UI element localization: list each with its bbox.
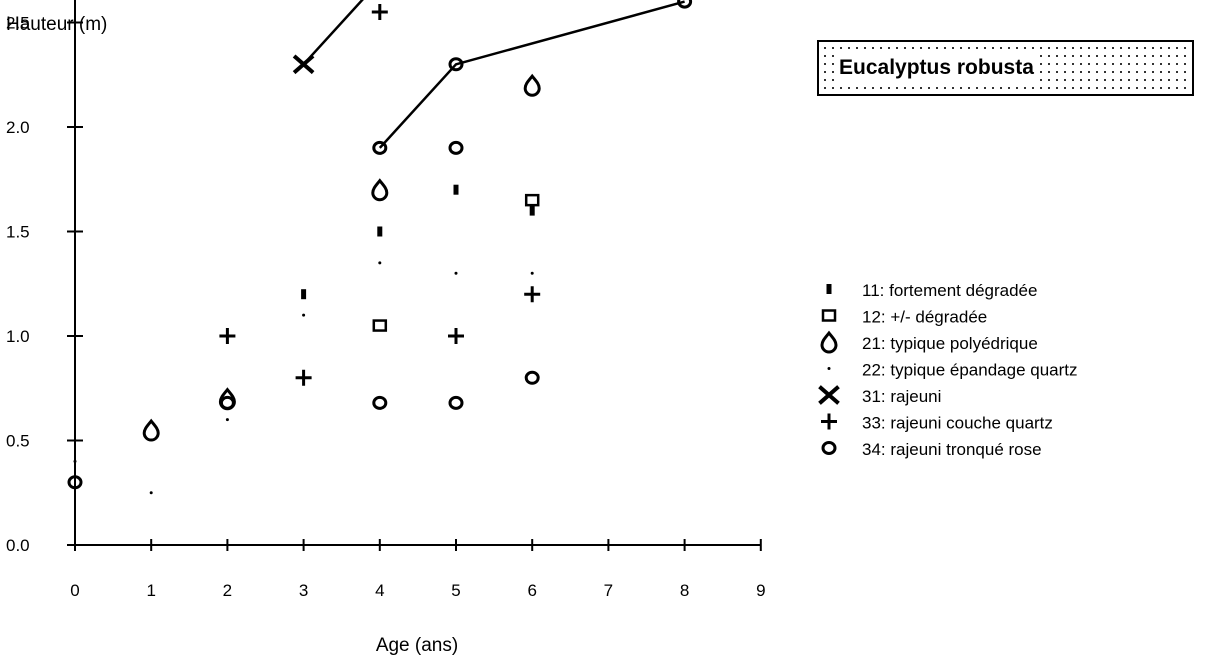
data-point-series-7 [677, 0, 693, 9]
data-point-series-6 [295, 369, 312, 386]
x-tick-label: 0 [70, 581, 79, 600]
legend-marker [820, 330, 838, 354]
data-points [67, 0, 693, 495]
data-point-series-7 [448, 57, 464, 72]
legend-label: 34: rajeuni tronqué rose [862, 440, 1042, 459]
data-point-series-7 [524, 370, 540, 385]
data-point-series-1 [377, 226, 383, 237]
x-tick-label: 9 [756, 581, 765, 600]
data-point-series-1 [529, 205, 535, 216]
legend-marker [821, 413, 837, 430]
data-point-series-4 [454, 271, 458, 275]
y-tick-label: 2.5 [6, 14, 30, 33]
data-point-series-6 [371, 4, 388, 21]
data-point-series-7 [448, 395, 464, 410]
data-point-series-3 [371, 178, 389, 202]
y-tick-label: 0.0 [6, 536, 30, 555]
chart-title: Eucalyptus robusta [836, 55, 1037, 81]
series-line [302, 0, 364, 66]
series-lines [302, 0, 685, 149]
y-tick-label: 1.0 [6, 327, 30, 346]
data-point-series-6 [524, 286, 541, 303]
data-point-series-7 [219, 395, 235, 410]
legend-label: 11: fortement dégradée [862, 281, 1037, 300]
data-point-series-4 [530, 271, 534, 275]
x-tick-label: 3 [299, 581, 308, 600]
y-axis-title: Hauteur (m) [6, 14, 107, 35]
legend-marker [818, 385, 840, 405]
data-point-series-2 [372, 319, 388, 332]
data-point-series-4 [302, 313, 306, 317]
x-tick-label: 4 [375, 581, 384, 600]
data-point-series-7 [67, 475, 83, 490]
data-point-series-2 [524, 193, 540, 207]
y-tick-label: 2.0 [6, 118, 30, 137]
legend-marker [826, 284, 832, 294]
x-tick-label: 8 [680, 581, 689, 600]
data-point-series-4 [378, 261, 382, 265]
data-point-series-7 [448, 140, 464, 155]
legend-label: 12: +/- dégradée [862, 308, 987, 327]
legend-label: 22: typique épandage quartz [862, 361, 1078, 380]
legend-label: 21: typique polyédrique [862, 334, 1038, 353]
legend-label: 31: rajeuni [862, 387, 941, 406]
x-tick-label: 6 [527, 581, 536, 600]
data-point-series-3 [523, 73, 541, 97]
data-point-series-5 [292, 54, 315, 75]
data-point-series-6 [219, 328, 236, 344]
data-point-series-1 [301, 289, 307, 300]
y-tick-label: 1.5 [6, 223, 30, 242]
x-tick-label: 1 [146, 581, 155, 600]
legend: 11: fortement dégradée 12: +/- dégradée 21… [818, 281, 1078, 459]
series-line [378, 0, 685, 149]
data-point-series-4 [225, 418, 229, 422]
y-tick-label: 0.5 [6, 432, 30, 451]
legend-label: 33: rajeuni couche quartz [862, 414, 1053, 433]
data-point-series-6 [448, 328, 464, 344]
x-axis-title: Age (ans) [376, 635, 458, 656]
data-point-series-7 [372, 140, 388, 155]
legend-marker [821, 309, 837, 322]
data-point-series-3 [142, 418, 160, 442]
data-point-series-4 [149, 491, 153, 495]
legend-marker [827, 367, 831, 370]
x-tick-label: 2 [223, 581, 232, 600]
data-point-series-7 [372, 395, 388, 410]
x-tick-label: 5 [451, 581, 460, 600]
x-tick-label: 7 [604, 581, 613, 600]
legend-marker [821, 441, 837, 455]
data-point-series-1 [453, 184, 459, 195]
chart-title-box: Eucalyptus robusta [817, 40, 1194, 96]
data-point-series-4 [73, 459, 77, 463]
